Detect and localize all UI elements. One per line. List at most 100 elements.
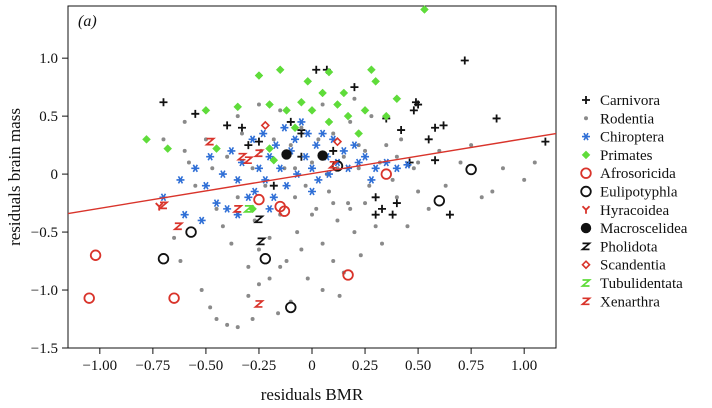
data-point [254, 137, 263, 146]
data-point [303, 77, 313, 86]
data-point [342, 269, 354, 281]
data-point [237, 123, 246, 132]
data-point [367, 65, 376, 75]
legend-label: Xenarthra [600, 294, 660, 310]
data-point [214, 317, 219, 322]
data-point [390, 177, 395, 182]
data-point [142, 134, 151, 144]
data-point [269, 181, 278, 190]
data-point [381, 111, 391, 121]
data-point [380, 241, 385, 246]
regression-line [67, 132, 557, 215]
data-point [267, 235, 272, 240]
data-point [361, 152, 370, 161]
x-tick-label: 0.25 [352, 358, 378, 374]
data-point [176, 176, 185, 184]
data-point [431, 156, 440, 165]
data-point [350, 83, 359, 92]
data-point [185, 226, 197, 238]
data-point [307, 105, 317, 115]
data-point [380, 168, 392, 180]
data-point [411, 166, 416, 171]
data-point [297, 118, 306, 126]
series-primates [142, 5, 429, 214]
data-point [388, 210, 397, 219]
data-point [356, 166, 361, 171]
data-point [163, 144, 173, 153]
data-point [293, 166, 298, 171]
data-point [271, 137, 276, 142]
data-point [293, 195, 298, 200]
data-point [261, 176, 270, 184]
data-point [297, 97, 306, 107]
data-point [360, 105, 370, 115]
data-point [305, 276, 310, 281]
data-point [278, 108, 283, 113]
data-point [439, 121, 448, 130]
data-point [223, 121, 232, 130]
data-point [392, 94, 402, 104]
legend-item-hyracoidea: Hyracoidea [581, 203, 669, 219]
data-point [178, 259, 183, 264]
legend-label: Eulipotyphla [600, 185, 678, 201]
data-point [212, 199, 221, 207]
data-point [253, 300, 265, 308]
data-point [239, 131, 244, 136]
data-point [356, 143, 361, 148]
data-point [327, 160, 340, 169]
data-point [367, 176, 376, 184]
legend-marker [580, 222, 592, 234]
data-point [384, 143, 389, 148]
data-point [479, 195, 484, 200]
data-point [172, 235, 177, 240]
data-point [191, 164, 200, 173]
legend-label: Pholidota [600, 239, 658, 255]
series-scandentia [260, 120, 343, 147]
legend-item-afrosoricida: Afrosoricida [580, 166, 676, 182]
legend-item-primates: Primates [581, 148, 653, 164]
y-tick-label: −1.5 [31, 341, 58, 357]
data-point [339, 88, 349, 98]
data-point [420, 5, 429, 14]
data-point [301, 152, 310, 161]
data-point [371, 193, 380, 202]
data-point [354, 158, 363, 167]
data-point [218, 170, 227, 178]
data-point [282, 105, 291, 115]
data-point [193, 183, 198, 188]
data-point [286, 117, 295, 126]
data-point [244, 141, 253, 150]
data-point [373, 224, 378, 229]
data-point [532, 160, 537, 165]
y-tick-label: 0.5 [39, 109, 58, 125]
legend-marker [582, 132, 590, 141]
panel-label: (a) [78, 13, 97, 30]
series-pholidota [253, 215, 267, 246]
y-axis-ticks: −1.5 −1.0 −0.5 0 0.5 1.0 [31, 51, 68, 357]
legend-marker [581, 150, 591, 160]
data-point [371, 77, 381, 86]
data-point [392, 199, 401, 208]
data-point [424, 135, 433, 144]
data-point [186, 160, 191, 165]
data-point [208, 305, 213, 310]
data-point [371, 164, 380, 173]
data-point [324, 170, 333, 178]
legend-marker [581, 260, 591, 270]
legend-label: Carnivora [600, 93, 660, 109]
data-point [363, 148, 368, 153]
data-point [254, 71, 264, 80]
data-point [180, 210, 189, 219]
data-point [369, 114, 374, 119]
data-point [326, 189, 331, 194]
data-point [318, 88, 327, 98]
data-point [312, 141, 321, 150]
data-point [210, 166, 215, 171]
data-point [282, 181, 291, 190]
y-tick-label: 0 [51, 167, 59, 183]
legend-label: Primates [600, 148, 653, 164]
data-point [310, 212, 314, 217]
data-point [233, 102, 243, 112]
data-point [157, 201, 170, 210]
data-point [312, 65, 321, 74]
